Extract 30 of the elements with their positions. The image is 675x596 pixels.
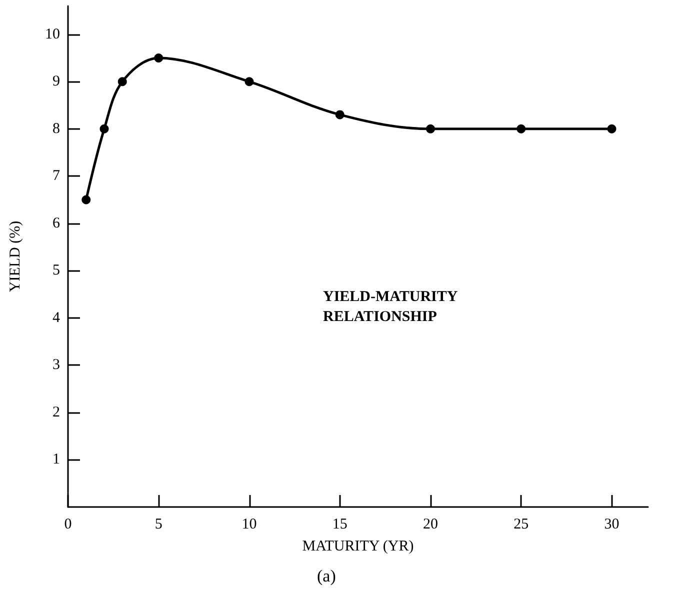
x-tick-label: 30 <box>604 516 620 532</box>
y-tick-label: 2 <box>52 404 60 420</box>
point <box>100 124 109 134</box>
x-tick-label: 25 <box>514 516 529 532</box>
x-axis-title: MATURITY (YR) <box>302 538 414 554</box>
x-tick-label: 5 <box>154 516 162 532</box>
y-tick-label: 7 <box>52 168 60 184</box>
y-tick-label: 4 <box>52 310 60 326</box>
y-tick-label: 9 <box>52 74 60 90</box>
point <box>607 124 616 134</box>
y-tick-label: 1 <box>52 452 60 468</box>
annotation: YIELD-MATURITY RELATIONSHIP <box>323 289 458 325</box>
y-tick-label: 10 <box>45 26 60 42</box>
x-tick-label: 10 <box>242 516 257 532</box>
x-tick-label: 15 <box>332 516 348 532</box>
point <box>426 124 435 134</box>
point <box>516 124 526 134</box>
point <box>118 77 127 86</box>
point <box>154 53 164 62</box>
text: (a) <box>317 566 336 586</box>
point <box>82 195 91 204</box>
y-tick-label: 3 <box>52 357 60 374</box>
y-tick-label: 5 <box>52 262 60 279</box>
y-tick-label: 6 <box>52 215 60 232</box>
x-tick-label: 0 <box>64 516 72 532</box>
point <box>244 77 254 86</box>
y-tick-label: 8 <box>52 120 60 137</box>
x-tick-label: 20 <box>423 516 438 532</box>
point <box>335 110 344 120</box>
y-axis-title: YIELD (%) <box>8 220 24 292</box>
